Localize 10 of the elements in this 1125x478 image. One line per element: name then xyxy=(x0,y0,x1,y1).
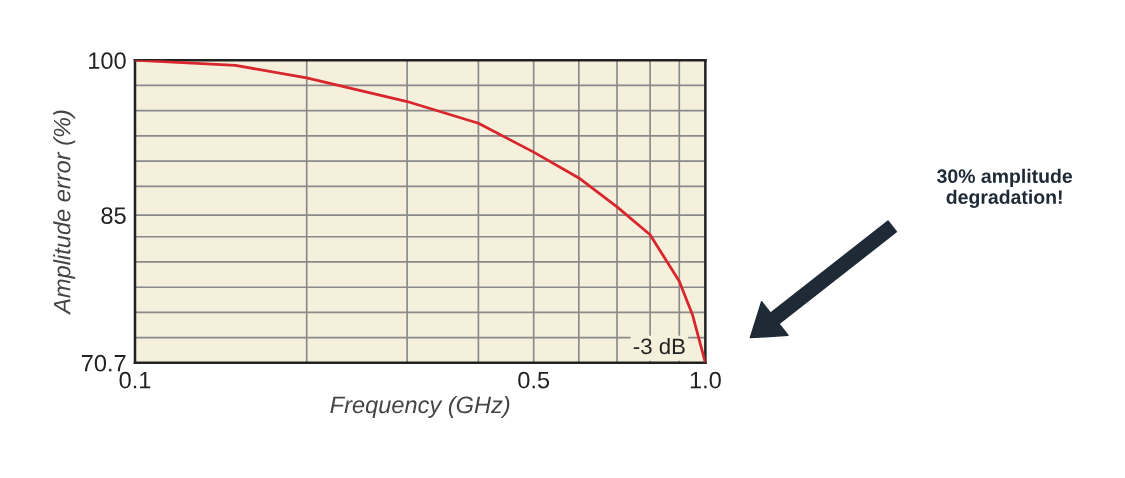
x-tick-label: 0.5 xyxy=(518,371,550,389)
y-tick-label: 85 xyxy=(101,207,126,224)
x-axis-title: Frequency (GHz) xyxy=(330,395,510,418)
text: 30% amplitude degradation! xyxy=(937,168,1073,208)
y-axis-title: Amplitude error (%) xyxy=(53,110,76,316)
annotation: -3 dB xyxy=(633,337,685,355)
x-tick-label: 0.1 xyxy=(119,371,151,389)
y-tick-label: 70.7 xyxy=(81,354,126,372)
y-tick-label: 100 xyxy=(89,52,126,70)
x-tick-label: 1.0 xyxy=(690,371,721,389)
